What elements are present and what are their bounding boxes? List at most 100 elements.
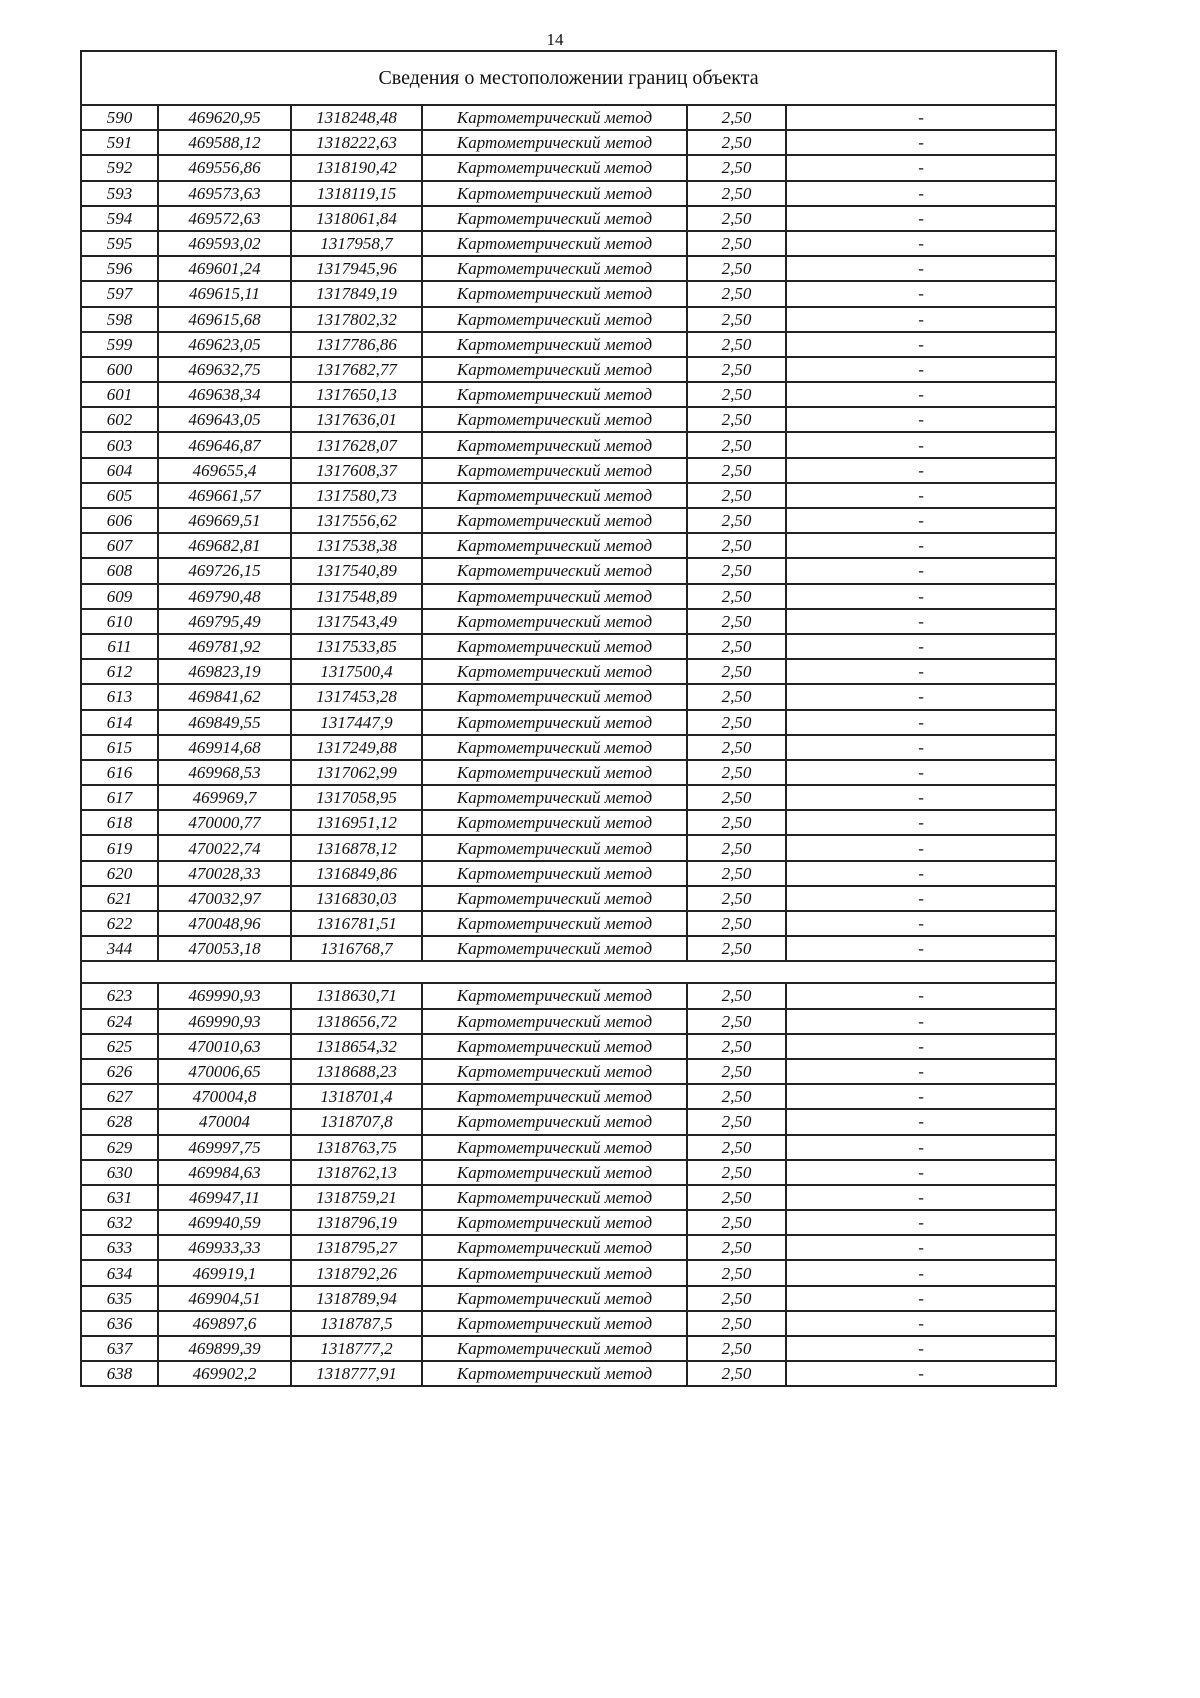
accuracy-cell: 2,50 (686, 506, 787, 535)
point-number-cell: 602 (80, 406, 159, 434)
table-row: 633 469933,33 1318795,27 Картометрический м… (80, 1234, 1058, 1262)
note-cell: - (784, 708, 1058, 736)
coord-x-cell: 469646,87 (157, 431, 292, 459)
accuracy-cell: 2,50 (686, 1309, 787, 1338)
coord-y-cell: 1318688,23 (290, 1057, 423, 1086)
accuracy-cell: 2,50 (686, 103, 787, 132)
note-cell: - (784, 632, 1058, 661)
coord-x-cell: 469726,15 (157, 557, 292, 585)
coord-y-cell: 1317849,19 (290, 280, 423, 308)
note-cell: - (784, 1209, 1058, 1237)
note-cell: - (784, 406, 1058, 434)
table-row: 591 469588,12 1318222,63 Картометрический м… (80, 129, 1058, 157)
coord-y-cell: 1317580,73 (290, 481, 423, 510)
accuracy-cell: 2,50 (686, 582, 787, 610)
table-row: 623 469990,93 1318630,71 Картометрический м… (80, 982, 1058, 1010)
accuracy-cell: 2,50 (686, 758, 787, 787)
coord-y-cell: 1318190,42 (290, 154, 423, 182)
point-number-cell: 611 (80, 632, 159, 661)
method-cell: Картометрический метод (421, 733, 688, 761)
point-number-cell: 591 (80, 129, 159, 157)
coord-x-cell: 469933,33 (157, 1234, 292, 1262)
coord-y-cell: 1318119,15 (290, 179, 423, 207)
note-cell: - (784, 809, 1058, 837)
point-number-cell: 619 (80, 834, 159, 862)
method-cell: Картометрический метод (421, 1108, 688, 1136)
point-number-cell: 590 (80, 103, 159, 132)
accuracy-cell: 2,50 (686, 982, 787, 1010)
point-number-cell: 625 (80, 1032, 159, 1060)
method-cell: Картометрический метод (421, 280, 688, 308)
method-cell: Картометрический метод (421, 481, 688, 510)
method-cell: Картометрический метод (421, 1309, 688, 1338)
coord-x-cell: 469984,63 (157, 1158, 292, 1186)
note-cell: - (784, 935, 1058, 963)
accuracy-cell: 2,50 (686, 859, 787, 887)
coord-y-cell: 1316768,7 (290, 935, 423, 963)
method-cell: Картометрический метод (421, 506, 688, 535)
note-cell: - (784, 280, 1058, 308)
table-row: 597 469615,11 1317849,19 Картометрический м… (80, 280, 1058, 308)
table-row: 630 469984,63 1318762,13 Картометрический м… (80, 1158, 1058, 1186)
table-row: 614 469849,55 1317447,9 Картометрический ме… (80, 708, 1058, 736)
method-cell: Картометрический метод (421, 1083, 688, 1111)
coord-x-cell: 469940,59 (157, 1209, 292, 1237)
coord-y-cell: 1317802,32 (290, 305, 423, 333)
table-row: 595 469593,02 1317958,7 Картометрический ме… (80, 229, 1058, 258)
note-cell: - (784, 103, 1058, 132)
coord-x-cell: 469849,55 (157, 708, 292, 736)
boundary-coordinates-table: Сведения о местоположении границ объекта… (79, 50, 1058, 1388)
method-cell: Картометрический метод (421, 532, 688, 560)
table-row: 344 470053,18 1316768,7 Картометрический ме… (80, 935, 1058, 963)
note-cell: - (784, 481, 1058, 510)
accuracy-cell: 2,50 (686, 1234, 787, 1262)
method-cell: Картометрический метод (421, 607, 688, 635)
note-cell: - (784, 884, 1058, 913)
note-cell: - (784, 607, 1058, 635)
note-cell: - (784, 229, 1058, 258)
point-number-cell: 614 (80, 708, 159, 736)
note-cell: - (784, 683, 1058, 711)
coord-y-cell: 1317543,49 (290, 607, 423, 635)
accuracy-cell: 2,50 (686, 1057, 787, 1086)
coord-x-cell: 469781,92 (157, 632, 292, 661)
coord-y-cell: 1318654,32 (290, 1032, 423, 1060)
table-row: 600 469632,75 1317682,77 Картометрический м… (80, 355, 1058, 384)
method-cell: Картометрический метод (421, 255, 688, 283)
note-cell: - (784, 1133, 1058, 1161)
table-row: 609 469790,48 1317548,89 Картометрический м… (80, 582, 1058, 610)
separator-row (79, 960, 1058, 985)
method-cell: Картометрический метод (421, 859, 688, 887)
coord-x-cell: 469841,62 (157, 683, 292, 711)
table-row: 616 469968,53 1317062,99 Картометрический м… (80, 758, 1058, 787)
table-row: 617 469969,7 1317058,95 Картометрический ме… (80, 784, 1058, 812)
note-cell: - (784, 758, 1058, 787)
method-cell: Картометрический метод (421, 1259, 688, 1287)
accuracy-cell: 2,50 (686, 406, 787, 434)
point-number-cell: 608 (80, 557, 159, 585)
table-row: 618 470000,77 1316951,12 Картометрический м… (80, 809, 1058, 837)
table-row: 613 469841,62 1317453,28 Картометрический м… (80, 683, 1058, 711)
point-number-cell: 633 (80, 1234, 159, 1262)
coord-y-cell: 1318061,84 (290, 204, 423, 232)
accuracy-cell: 2,50 (686, 1284, 787, 1312)
coord-x-cell: 469968,53 (157, 758, 292, 787)
table-row: 612 469823,19 1317500,4 Картометрический ме… (80, 658, 1058, 686)
table-row: 625 470010,63 1318654,32 Картометрический м… (80, 1032, 1058, 1060)
point-number-cell: 600 (80, 355, 159, 384)
coord-y-cell: 1318789,94 (290, 1284, 423, 1312)
method-cell: Картометрический метод (421, 179, 688, 207)
coord-y-cell: 1316781,51 (290, 909, 423, 938)
coord-y-cell: 1318796,19 (290, 1209, 423, 1237)
coord-y-cell: 1318762,13 (290, 1158, 423, 1186)
coord-x-cell: 469969,7 (157, 784, 292, 812)
method-cell: Картометрический метод (421, 355, 688, 384)
accuracy-cell: 2,50 (686, 557, 787, 585)
coord-y-cell: 1318787,5 (290, 1309, 423, 1338)
accuracy-cell: 2,50 (686, 129, 787, 157)
note-cell: - (784, 1334, 1058, 1363)
coord-y-cell: 1317447,9 (290, 708, 423, 736)
point-number-cell: 617 (80, 784, 159, 812)
method-cell: Картометрический метод (421, 1209, 688, 1237)
point-number-cell: 627 (80, 1083, 159, 1111)
